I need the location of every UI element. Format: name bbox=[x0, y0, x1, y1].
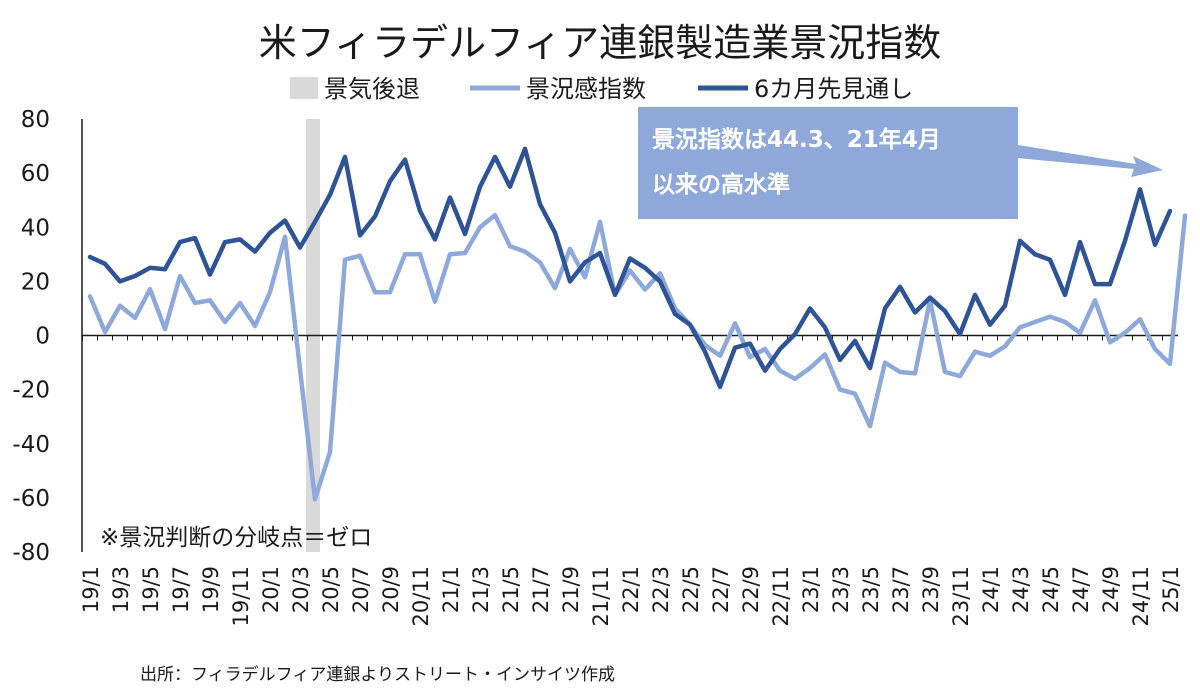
series-line-current bbox=[87, 212, 1188, 502]
series-line-outlook bbox=[87, 146, 1173, 390]
x-tick-label: 20/1 bbox=[259, 566, 283, 613]
x-tick-label: 21/5 bbox=[499, 566, 523, 613]
y-tick-label: 60 bbox=[21, 161, 50, 187]
chart-title: 米フィラデルフィア連銀製造業景況指数 bbox=[259, 21, 941, 65]
source-note: 出所：フィラデルフィア連銀よりストリート・インサイツ作成 bbox=[140, 664, 615, 685]
callout-box bbox=[638, 107, 1018, 219]
y-tick-label: -80 bbox=[12, 540, 50, 566]
x-tick-label: 21/9 bbox=[559, 566, 583, 613]
legend-label-current: 景況感指数 bbox=[526, 75, 646, 103]
y-tick-label: -40 bbox=[12, 432, 50, 458]
x-tick-label: 23/11 bbox=[949, 566, 973, 627]
callout-arrow bbox=[1017, 145, 1163, 177]
x-tick-labels: 19/1 19/3 19/5 19/7 19/9 19/11 20/1 20/3 20/5 20/… bbox=[79, 566, 1183, 627]
y-tick-label: -60 bbox=[12, 486, 50, 512]
y-tick-label: -20 bbox=[12, 378, 50, 404]
x-tick-label: 24/7 bbox=[1069, 566, 1093, 613]
x-tick-label: 22/3 bbox=[649, 566, 673, 613]
x-tick-label: 19/3 bbox=[109, 566, 133, 613]
x-tick-label: 23/9 bbox=[919, 566, 943, 613]
x-tick-label: 19/5 bbox=[139, 566, 163, 613]
legend: 景気後退 景況感指数 6カ月先見通し bbox=[290, 75, 913, 103]
x-tick-label: 22/1 bbox=[619, 566, 643, 613]
x-tick-label: 20/9 bbox=[379, 566, 403, 613]
x-tick-label: 23/1 bbox=[799, 566, 823, 613]
x-tick-label: 22/9 bbox=[739, 566, 763, 613]
x-tick-label: 19/11 bbox=[229, 566, 253, 627]
x-tick-label: 22/5 bbox=[679, 566, 703, 613]
x-tick-label: 21/1 bbox=[439, 566, 463, 613]
y-tick-label: 80 bbox=[21, 107, 50, 133]
x-tick-label: 23/7 bbox=[889, 566, 913, 613]
callout-line-2: 以来の高水準 bbox=[652, 171, 790, 198]
callout: 景況指数は44.3、21年4月 以来の高水準 bbox=[638, 107, 1163, 219]
legend-label-outlook: 6カ月先見通し bbox=[754, 75, 913, 103]
x-tick-label: 19/1 bbox=[79, 566, 103, 613]
x-tick-label: 21/11 bbox=[589, 566, 613, 627]
x-tick-label: 21/7 bbox=[529, 566, 553, 613]
x-tick-label: 24/1 bbox=[979, 566, 1003, 613]
x-tick-label: 20/11 bbox=[409, 566, 433, 627]
legend-swatch-recession bbox=[290, 77, 318, 99]
x-tick-label: 23/5 bbox=[859, 566, 883, 613]
x-tick-label: 22/7 bbox=[709, 566, 733, 613]
series-layer bbox=[87, 146, 1188, 502]
x-tick-label: 19/9 bbox=[199, 566, 223, 613]
y-tick-label: 20 bbox=[21, 269, 50, 295]
x-tick-label: 24/3 bbox=[1009, 566, 1033, 613]
x-tick-label: 22/11 bbox=[769, 566, 793, 627]
x-tick-label: 19/7 bbox=[169, 566, 193, 613]
zero-threshold-note: ※景況判断の分岐点＝ゼロ bbox=[100, 525, 372, 551]
x-tick-label: 21/3 bbox=[469, 566, 493, 613]
x-tick-label: 25/1 bbox=[1159, 566, 1183, 613]
x-tick-label: 20/7 bbox=[349, 566, 373, 613]
x-tick-label: 23/3 bbox=[829, 566, 853, 613]
x-tick-label: 20/3 bbox=[289, 566, 313, 613]
x-tick-label: 20/5 bbox=[319, 566, 343, 613]
y-tick-label: 0 bbox=[35, 324, 50, 350]
x-tick-label: 24/5 bbox=[1039, 566, 1063, 613]
callout-line-1: 景況指数は44.3、21年4月 bbox=[652, 126, 941, 153]
x-tick-label: 24/11 bbox=[1129, 566, 1153, 627]
x-tick-label: 24/9 bbox=[1099, 566, 1123, 613]
y-tick-labels: 80 60 40 20 0 -20 -40 -60 -80 bbox=[12, 107, 50, 566]
legend-label-recession: 景気後退 bbox=[324, 75, 420, 103]
y-tick-label: 40 bbox=[21, 215, 50, 241]
